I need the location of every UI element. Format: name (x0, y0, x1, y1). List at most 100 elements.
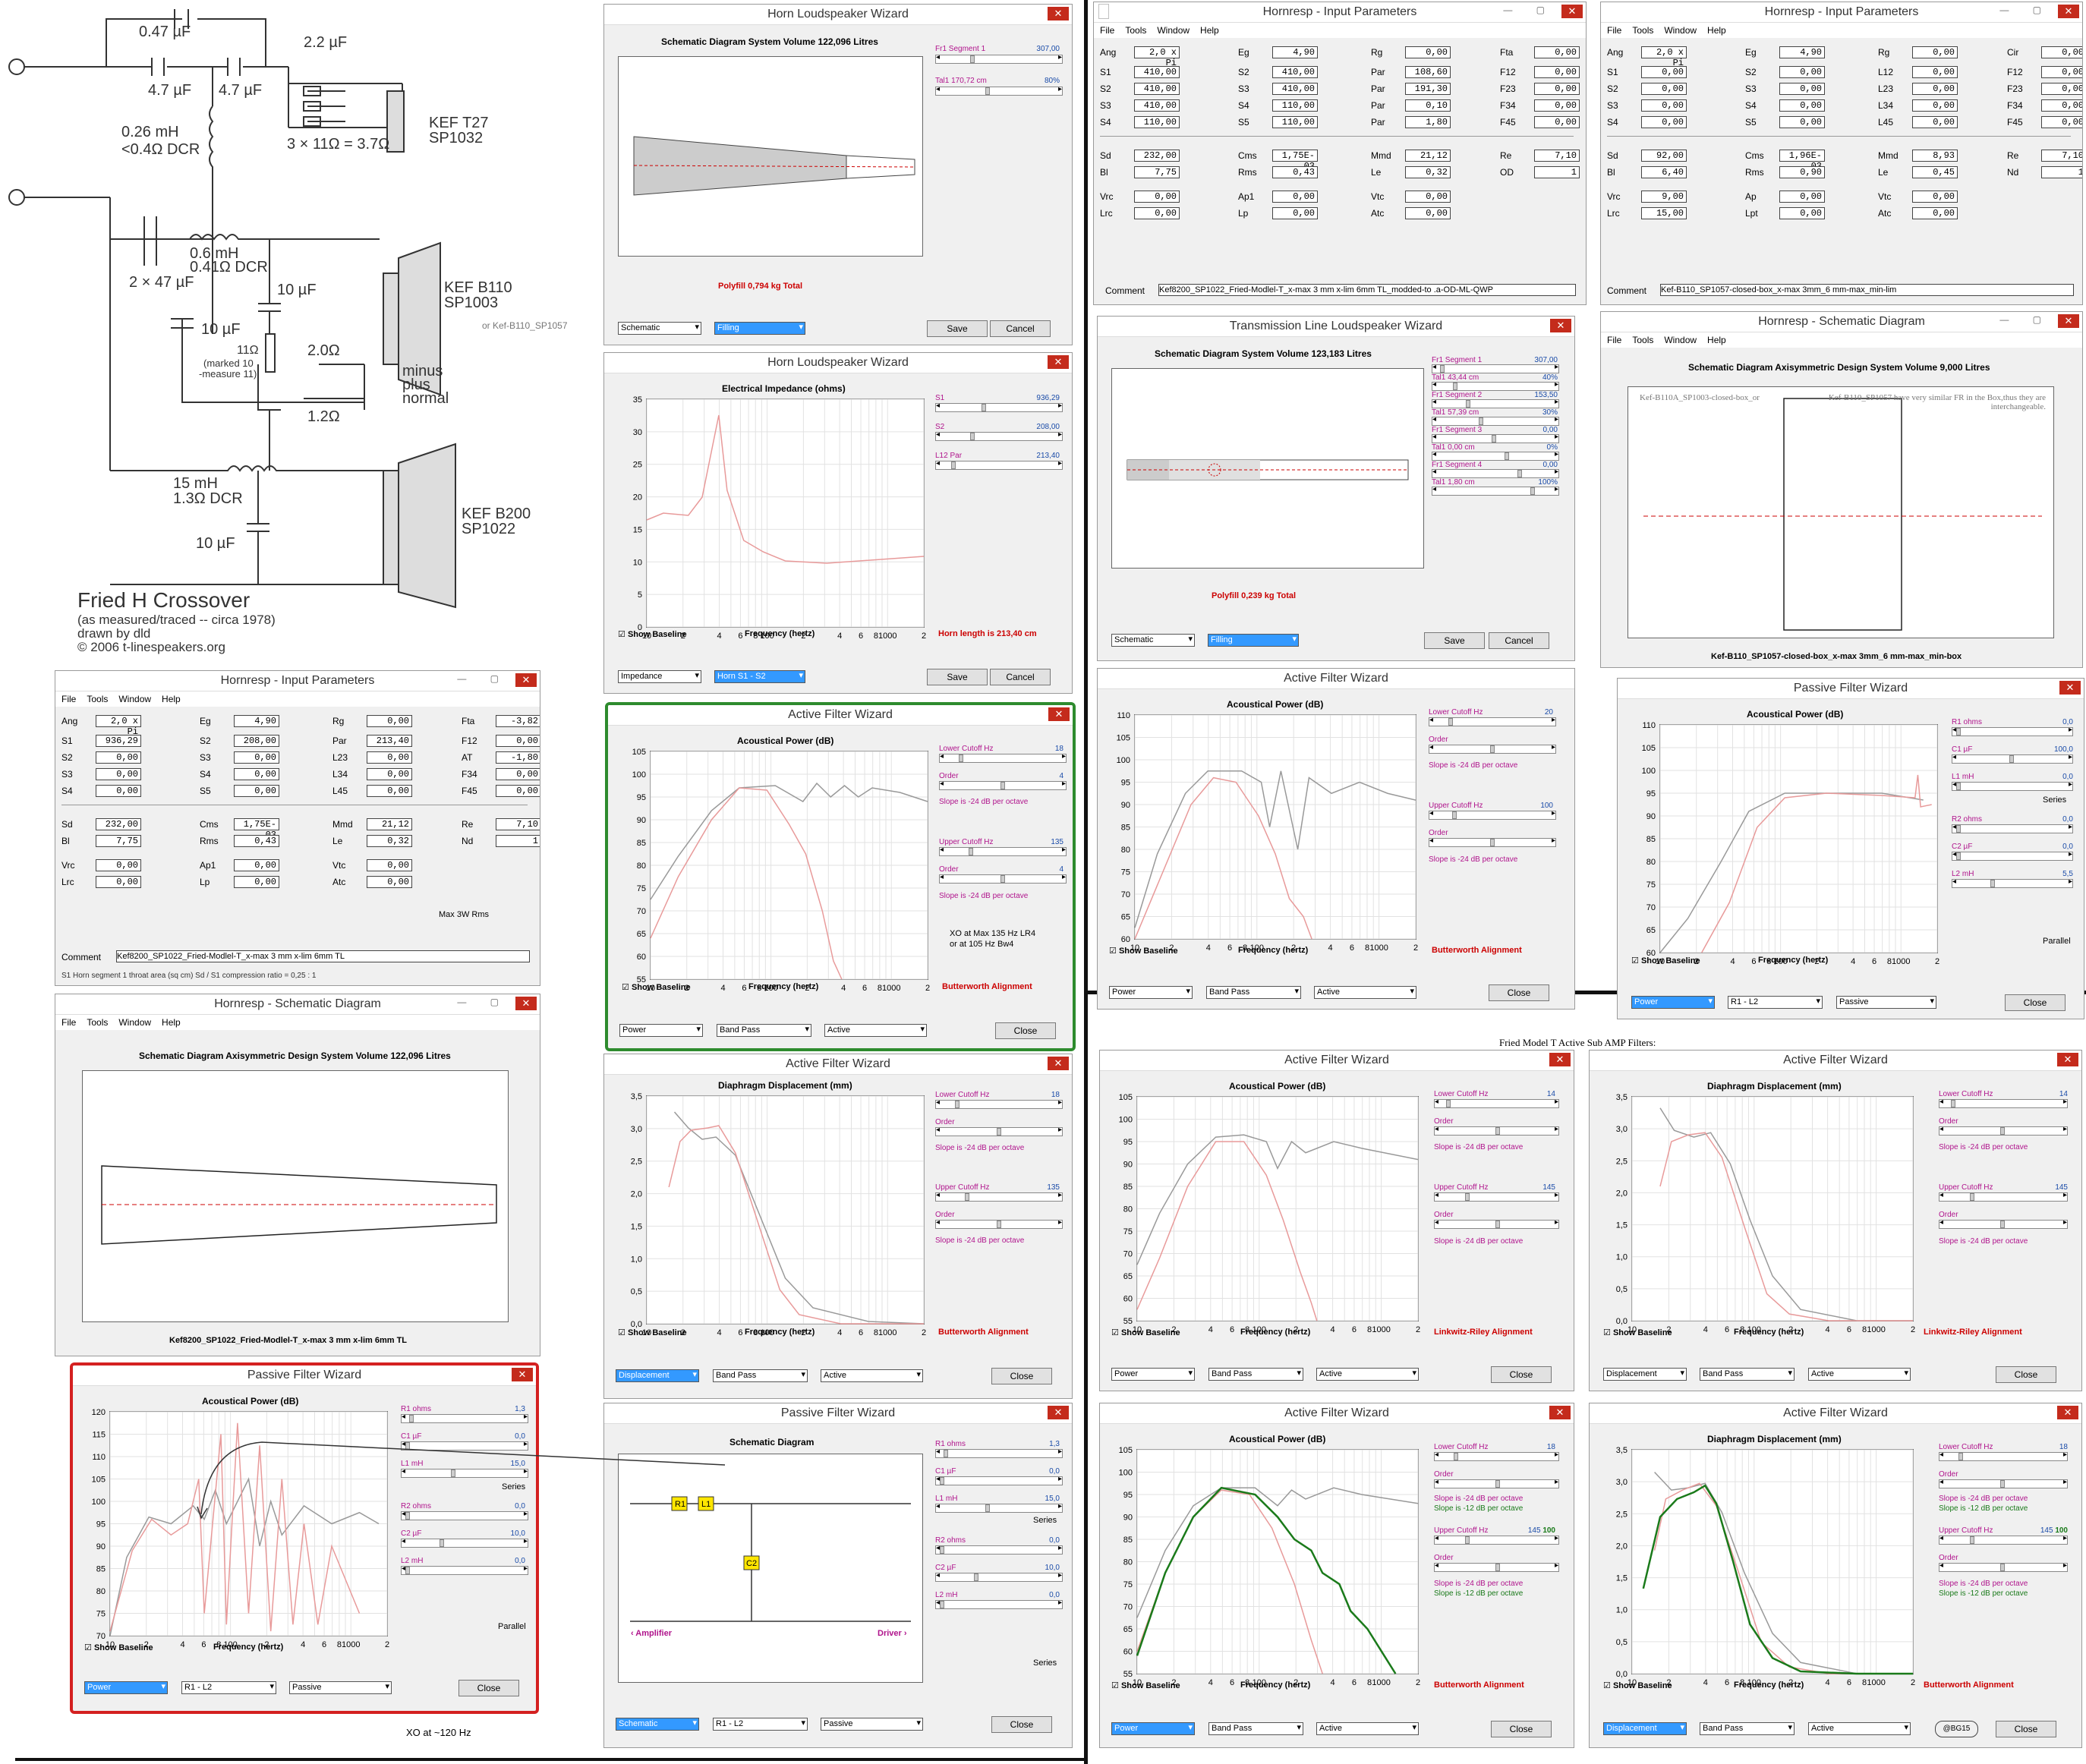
close-window-button[interactable]: ✕ (1048, 7, 1069, 20)
cancel-button[interactable]: Cancel (1489, 632, 1549, 649)
param-field[interactable]: 0,00 (96, 785, 141, 797)
c1-slider[interactable] (935, 1475, 1063, 1485)
param-field[interactable]: 0,00 (1272, 191, 1318, 203)
upper-cutoff-slider[interactable] (1939, 1534, 2068, 1545)
menu-help[interactable]: Help (1200, 25, 1219, 36)
plot-type-combo[interactable]: Power (84, 1681, 168, 1694)
cancel-button[interactable]: Cancel (990, 669, 1051, 685)
param-field[interactable]: 0,43 (234, 835, 279, 847)
param-field[interactable]: 7,75 (96, 835, 141, 847)
param-field[interactable]: 21,12 (1405, 150, 1451, 162)
close-window-button[interactable]: ✕ (515, 997, 537, 1010)
close-window-button[interactable]: ✕ (1549, 1053, 1571, 1066)
param-field[interactable]: 0,00 (1779, 83, 1825, 95)
param-field[interactable]: 0,00 (1534, 83, 1580, 95)
show-baseline-checkbox[interactable]: ☑ (622, 983, 629, 992)
lower-cutoff-slider[interactable] (935, 1098, 1063, 1109)
r1-slider[interactable] (935, 1447, 1063, 1458)
close-window-button[interactable]: ✕ (1550, 319, 1571, 332)
topology-combo[interactable]: R1 - L2 (181, 1681, 276, 1694)
param-field[interactable]: 410,00 (1134, 83, 1180, 95)
filter-mode-combo[interactable]: Passive (289, 1681, 392, 1694)
close-button[interactable]: Close (458, 1680, 519, 1696)
plot-type-combo[interactable]: Displacement (1603, 1722, 1687, 1735)
show-baseline-checkbox[interactable]: ☑ (1111, 1328, 1119, 1337)
param-field[interactable]: 0,00 (96, 751, 141, 764)
mode-combo[interactable]: Filling (1208, 634, 1299, 647)
close-window-button[interactable]: ✕ (2057, 1053, 2078, 1066)
l1-slider[interactable] (935, 1502, 1063, 1513)
param-field[interactable]: 410,00 (1272, 83, 1318, 95)
filter-mode-combo[interactable]: Passive (1836, 996, 1936, 1009)
param-field[interactable]: 0,00 (1779, 207, 1825, 219)
plot-type-combo[interactable]: Power (1631, 996, 1715, 1009)
param-field[interactable]: 0,00 (1534, 46, 1580, 58)
segment-slider[interactable] (1432, 468, 1559, 478)
show-baseline-checkbox[interactable]: ☑ (1109, 947, 1117, 956)
menu-help[interactable]: Help (1707, 335, 1726, 345)
menu-tools[interactable]: Tools (1125, 25, 1147, 36)
close-button[interactable]: Close (1491, 1366, 1552, 1383)
segment-slider[interactable] (1432, 363, 1559, 373)
lower-order-slider[interactable] (1939, 1478, 2068, 1488)
param-field[interactable]: 108,60 (1405, 66, 1451, 78)
param-field[interactable]: 7,10 (2041, 150, 2082, 162)
menu-file[interactable]: File (61, 694, 77, 704)
menu-window[interactable]: Window (1664, 25, 1697, 36)
upper-order-slider[interactable] (1939, 1561, 2068, 1572)
view-combo[interactable]: Impedance (618, 670, 701, 683)
param-field[interactable]: 0,00 (1912, 116, 1958, 128)
c1-slider[interactable] (401, 1440, 528, 1451)
close-window-button[interactable]: ✕ (1048, 1057, 1069, 1070)
lower-cutoff-slider[interactable] (1434, 1098, 1559, 1108)
param-field[interactable]: 1 (1534, 166, 1580, 178)
param-field[interactable]: 410,00 (1134, 99, 1180, 112)
param-field[interactable]: 0,00 (1405, 207, 1451, 219)
upper-cutoff-slider[interactable] (939, 846, 1067, 856)
menu-window[interactable]: Window (118, 1017, 152, 1028)
close-window-button[interactable]: ✕ (2058, 314, 2079, 328)
c1-slider[interactable] (1952, 753, 2073, 764)
l2-slider[interactable] (1952, 877, 2073, 888)
menu-help[interactable]: Help (162, 1017, 181, 1028)
menu-tools[interactable]: Tools (87, 1017, 109, 1028)
plot-type-combo[interactable]: Power (1111, 1368, 1195, 1381)
segment1-slider[interactable] (935, 53, 1063, 64)
filter-mode-combo[interactable]: Active (824, 1024, 927, 1037)
lower-cutoff-slider[interactable] (939, 752, 1067, 763)
show-baseline-checkbox[interactable]: ☑ (1603, 1681, 1611, 1690)
param-field[interactable]: 7,10 (1534, 150, 1580, 162)
lower-cutoff-slider[interactable] (1939, 1451, 2068, 1461)
lower-order-slider[interactable] (935, 1126, 1063, 1136)
param-field[interactable]: 0,00 (1405, 191, 1451, 203)
param-field[interactable]: 0,45 (1912, 166, 1958, 178)
param-field[interactable]: 213,40 (367, 735, 412, 747)
param-field[interactable]: 4,90 (234, 715, 279, 727)
param-field[interactable]: 0,00 (96, 768, 141, 780)
show-baseline-checkbox[interactable]: ☑ (1631, 956, 1639, 965)
param-field[interactable]: -1,80 (496, 751, 540, 764)
filter-mode-combo[interactable]: Active (1316, 1368, 1419, 1381)
menu-tools[interactable]: Tools (1632, 25, 1654, 36)
param-field[interactable]: 0,00 (1779, 191, 1825, 203)
param-field[interactable]: 0,00 (1534, 99, 1580, 112)
segment-slider[interactable] (1432, 380, 1559, 391)
filter-mode-combo[interactable]: Active (1314, 986, 1416, 999)
view-combo[interactable]: Schematic (618, 322, 701, 335)
param-field[interactable]: 0,00 (1779, 116, 1825, 128)
show-baseline-checkbox[interactable]: ☑ (1603, 1328, 1611, 1337)
param-field[interactable]: 0,00 (1641, 66, 1687, 78)
close-window-button[interactable]: ✕ (1549, 1406, 1571, 1419)
show-baseline-checkbox[interactable]: ☑ (618, 1328, 625, 1337)
l2-slider[interactable] (401, 1564, 528, 1575)
filter-mode-combo[interactable]: Active (1808, 1368, 1911, 1381)
param-field[interactable]: 0,00 (234, 876, 279, 888)
menu-help[interactable]: Help (162, 694, 181, 704)
close-window-button[interactable]: ✕ (2058, 5, 2079, 18)
param-field[interactable]: 2,0 x Pi (1134, 46, 1180, 68)
param-field[interactable]: 0,00 (496, 785, 540, 797)
param-field[interactable]: 0,00 (1912, 46, 1958, 58)
r1-slider[interactable] (401, 1413, 528, 1423)
param-field[interactable]: 232,00 (1134, 150, 1180, 162)
l12-slider[interactable] (935, 459, 1063, 470)
